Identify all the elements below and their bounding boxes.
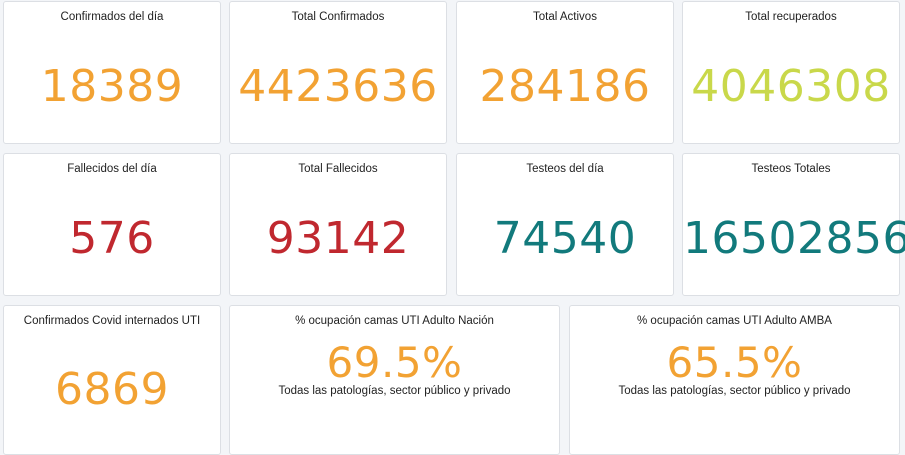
card-ocupacion-amba: % ocupación camas UTI Adulto AMBA 65.5% … xyxy=(569,305,900,455)
card-title: Testeos del día xyxy=(526,163,604,175)
card-title: Fallecidos del día xyxy=(67,163,157,175)
card-subtitle: Todas las patologías, sector público y p… xyxy=(278,385,511,397)
card-value: 16502856 xyxy=(683,213,905,264)
card-title: Testeos Totales xyxy=(751,163,831,175)
card-subtitle: Todas las patologías, sector público y p… xyxy=(618,385,851,397)
card-value: 4046308 xyxy=(691,61,891,112)
card-title: % ocupación camas UTI Adulto AMBA xyxy=(637,315,832,327)
card-title: Total recuperados xyxy=(745,11,837,23)
card-title: Total Confirmados xyxy=(291,11,385,23)
card-title: Confirmados Covid internados UTI xyxy=(23,315,201,327)
card-value: 69.5% xyxy=(326,338,463,387)
card-total-recuperados: Total recuperados 4046308 xyxy=(682,1,900,144)
card-title: % ocupación camas UTI Adulto Nación xyxy=(295,315,494,327)
card-value: 284186 xyxy=(479,61,651,112)
card-value: 4423636 xyxy=(238,61,438,112)
card-title: Total Fallecidos xyxy=(298,163,378,175)
card-total-fallecidos: Total Fallecidos 93142 xyxy=(229,153,447,296)
card-value: 93142 xyxy=(266,213,410,264)
card-ocupacion-nacion: % ocupación camas UTI Adulto Nación 69.5… xyxy=(229,305,560,455)
card-fallecidos-del-dia: Fallecidos del día 576 xyxy=(3,153,221,296)
card-value: 6869 xyxy=(55,364,169,415)
card-confirmados-del-dia: Confirmados del día 18389 xyxy=(3,1,221,144)
card-title: Confirmados del día xyxy=(60,11,164,23)
card-title: Total Activos xyxy=(533,11,597,23)
card-total-confirmados: Total Confirmados 4423636 xyxy=(229,1,447,144)
card-total-activos: Total Activos 284186 xyxy=(456,1,674,144)
card-testeos-del-dia: Testeos del día 74540 xyxy=(456,153,674,296)
card-testeos-totales: Testeos Totales 16502856 xyxy=(682,153,905,296)
card-value: 65.5% xyxy=(666,338,803,387)
card-confirmados-internados-uti: Confirmados Covid internados UTI 6869 xyxy=(3,305,221,455)
card-value: 576 xyxy=(69,213,155,264)
card-value: 74540 xyxy=(493,213,637,264)
card-value: 18389 xyxy=(40,61,184,112)
